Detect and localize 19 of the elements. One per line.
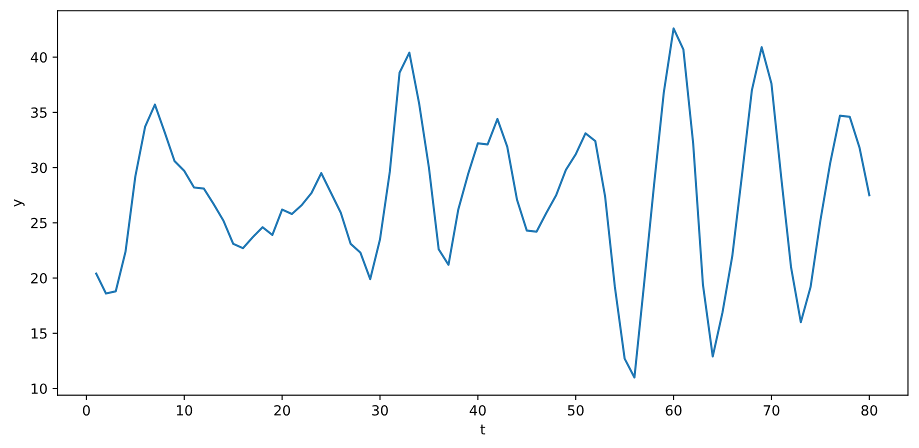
x-tick-label: 0: [82, 405, 90, 416]
x-tick-label: 70: [764, 405, 780, 416]
y-tick-label: 40: [30, 52, 47, 63]
y-tick-label: 25: [31, 218, 47, 228]
x-axis-title: t: [480, 424, 486, 434]
x-tick-label: 30: [372, 405, 388, 416]
y-tick-label: 15: [32, 328, 47, 339]
y-tick-label: 35: [31, 107, 47, 118]
y-axis-title: y: [14, 199, 25, 207]
y-tick-label: 20: [31, 273, 47, 284]
y-tick-label: 30: [31, 162, 47, 174]
x-tick-label: 10: [176, 405, 192, 416]
line-series: [95, 27, 870, 379]
x-tick-label: 50: [568, 405, 584, 416]
x-tick-label: 60: [666, 405, 682, 416]
x-tick-label: 80: [861, 405, 878, 416]
x-tick-label: 20: [274, 405, 290, 416]
x-tick-label: 40: [470, 405, 486, 416]
y-tick-label: 10: [32, 383, 47, 394]
